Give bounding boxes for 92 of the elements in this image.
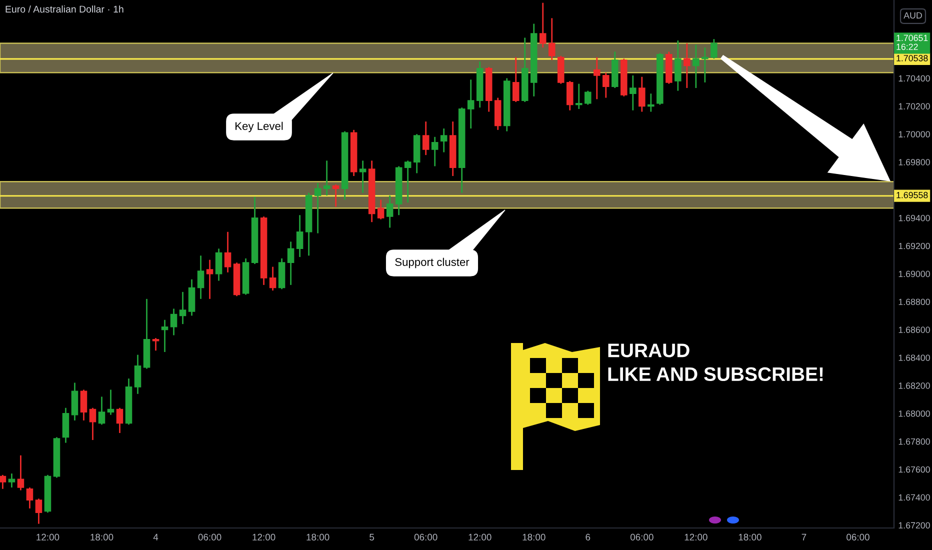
candlestick	[422, 120, 430, 156]
candlestick	[107, 389, 114, 416]
x-tick-label: 5	[370, 534, 374, 540]
candlestick	[638, 76, 646, 112]
candlestick	[710, 38, 718, 60]
candlestick	[630, 74, 636, 112]
ref-line-label: 1.69558	[896, 192, 928, 198]
candlestick	[566, 80, 574, 112]
candlestick	[0, 474, 6, 490]
candlestick	[332, 184, 340, 208]
candlestick	[188, 278, 196, 316]
candlestick	[8, 472, 16, 488]
candlestick	[71, 382, 78, 422]
candlestick	[161, 319, 168, 353]
candlestick	[224, 231, 232, 274]
candlestick	[692, 44, 700, 89]
candlestick	[602, 72, 610, 98]
candlestick	[404, 160, 412, 204]
x-tick-label: 6	[586, 534, 590, 540]
x-tick-label: 12:00	[468, 534, 492, 540]
candlestick	[323, 160, 330, 196]
x-tick-label: 12:00	[36, 534, 60, 540]
y-tick-label: 1.67600	[898, 466, 930, 473]
candlestick	[512, 56, 520, 103]
x-tick-label: 06:00	[846, 534, 870, 540]
candlestick	[684, 42, 690, 89]
candlestick	[134, 354, 142, 395]
candlestick	[377, 199, 384, 220]
y-tick-label: 1.68200	[898, 382, 930, 389]
candlestick	[431, 136, 438, 167]
candlestick	[648, 92, 654, 112]
candlestick	[674, 40, 682, 92]
candlestick	[296, 214, 304, 258]
candlestick	[386, 194, 394, 228]
y-tick-label: 1.69400	[898, 214, 930, 222]
candlestick	[197, 254, 204, 300]
candlestick	[440, 128, 448, 153]
candlestick	[116, 407, 124, 434]
x-tick-label: 18:00	[522, 534, 546, 540]
candlestick	[89, 407, 96, 441]
y-tick-label: 1.68400	[898, 354, 930, 361]
y-tick-label: 1.67200	[898, 522, 930, 529]
x-tick-label: 12:00	[252, 534, 276, 540]
x-tick-label: 12:00	[684, 534, 708, 540]
y-tick-label: 1.70400	[898, 75, 930, 82]
y-tick-label: 1.70000	[898, 131, 930, 138]
y-tick-label: 1.67400	[898, 494, 930, 501]
candlestick	[702, 46, 708, 84]
y-tick-label: 1.67800	[898, 438, 930, 445]
candlestick	[269, 266, 276, 292]
x-tick-label: 7	[802, 534, 806, 540]
candlestick	[539, 2, 546, 48]
candlestick	[17, 454, 24, 491]
ref-line-label: 1.70538	[896, 55, 928, 62]
annotation: EURAUD LIKE AND SUBSCRIBE!	[608, 344, 823, 382]
y-tick-label: 1.69200	[898, 242, 930, 250]
y-tick-label: 1.68000	[898, 410, 930, 417]
x-tick-label: 06:00	[630, 534, 654, 540]
candlestick	[287, 240, 294, 286]
candlestick	[98, 396, 106, 426]
candlestick	[26, 486, 34, 510]
candlestick	[594, 56, 600, 100]
y-tick-label: 1.68600	[898, 326, 930, 333]
candlestick	[206, 259, 214, 300]
annotation: Key Level	[236, 122, 283, 132]
x-tick-label: 18:00	[306, 534, 330, 540]
x-tick-label: 18:00	[90, 534, 114, 540]
y-tick-label: 1.68800	[898, 298, 930, 306]
candlestick	[179, 291, 186, 325]
candlestick	[584, 90, 592, 106]
candlestick	[35, 498, 42, 525]
candlestick	[80, 389, 88, 422]
candlestick	[314, 182, 322, 234]
x-tick-label: 06:00	[414, 534, 438, 540]
candlestick	[62, 407, 70, 444]
candlestick	[215, 248, 222, 282]
y-axis-title: AUD	[904, 12, 922, 19]
x-tick-label: 4	[153, 534, 158, 540]
y-tick-label: 1.69800	[898, 159, 930, 166]
annotation: Support cluster	[395, 258, 470, 268]
candlestick	[548, 17, 556, 61]
x-tick-label: 18:00	[738, 534, 762, 540]
x-tick-label: 06:00	[198, 534, 222, 540]
candlestick	[359, 160, 366, 194]
y-tick-label: 1.69000	[898, 270, 930, 278]
chart-title: Euro / Australian Dollar · 1h	[6, 5, 124, 13]
candlestick	[170, 308, 178, 336]
candlestick	[576, 83, 582, 110]
candlestick	[152, 337, 160, 352]
y-tick-label: 1.70200	[898, 103, 930, 110]
candlestick	[467, 78, 474, 130]
annotation: 1.70651 16:22	[896, 34, 928, 50]
